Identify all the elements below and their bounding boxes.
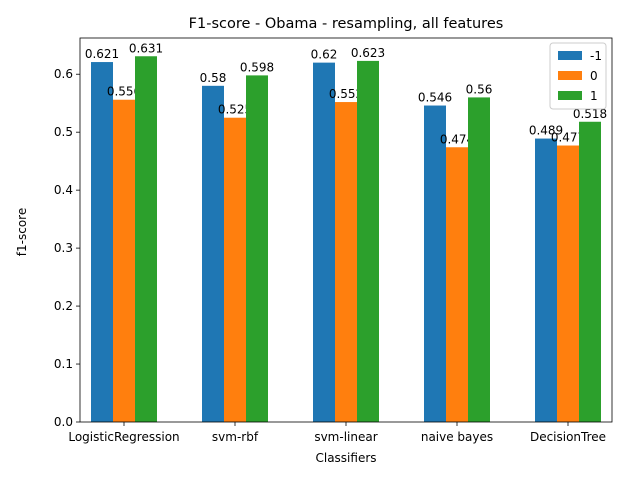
x-tick-label: svm-linear — [314, 430, 377, 444]
bar — [224, 117, 246, 422]
x-tick-label: LogisticRegression — [68, 430, 179, 444]
y-axis-label: f1-score — [15, 208, 29, 256]
bar — [357, 60, 379, 423]
bar — [446, 147, 468, 422]
bar — [246, 75, 268, 422]
chart-title: F1-score - Obama - resampling, all featu… — [189, 16, 504, 32]
x-tick-label: DecisionTree — [530, 430, 606, 444]
data-label: 0.58 — [200, 71, 227, 85]
y-tick-label: 0.3 — [54, 241, 73, 255]
bar — [202, 85, 224, 422]
y-tick-label: 0.5 — [54, 125, 73, 139]
bar — [113, 99, 135, 422]
bar — [535, 138, 557, 422]
y-tick-label: 0.0 — [54, 415, 73, 429]
bar — [468, 97, 490, 422]
bar — [579, 121, 601, 422]
data-label: 0.623 — [351, 46, 385, 60]
x-tick-label: svm-rbf — [212, 430, 259, 444]
data-label: 0.556 — [107, 85, 141, 99]
y-tick-label: 0.4 — [54, 183, 73, 197]
legend-swatch — [558, 51, 582, 60]
legend-label: -1 — [590, 49, 602, 63]
data-label: 0.631 — [129, 41, 163, 55]
legend-label: 0 — [590, 69, 598, 83]
bar — [557, 145, 579, 422]
x-axis-label: Classifiers — [315, 451, 376, 465]
legend-swatch — [558, 91, 582, 100]
y-tick-label: 0.6 — [54, 67, 73, 81]
data-label: 0.62 — [311, 48, 338, 62]
bar — [91, 62, 113, 423]
bar — [424, 105, 446, 422]
data-label: 0.525 — [218, 103, 252, 117]
axes-frame — [79, 37, 613, 423]
data-label: 0.518 — [573, 107, 607, 121]
legend-swatch — [558, 71, 582, 80]
y-tick-label: 0.1 — [54, 357, 73, 371]
bar — [335, 102, 357, 423]
legend-label: 1 — [590, 89, 598, 103]
plot-area: 0.6210.5560.631LogisticRegression0.580.5… — [54, 37, 613, 444]
data-label: 0.474 — [440, 132, 474, 146]
data-label: 0.489 — [529, 124, 563, 138]
data-label: 0.546 — [418, 91, 452, 105]
bar — [313, 62, 335, 422]
data-label: 0.598 — [240, 60, 274, 74]
data-label: 0.552 — [329, 87, 363, 101]
y-tick-label: 0.2 — [54, 299, 73, 313]
bar — [135, 56, 157, 422]
legend: -1 0 1 — [549, 42, 607, 110]
data-label: 0.621 — [85, 47, 119, 61]
x-tick-label: naive bayes — [421, 430, 493, 444]
data-label: 0.477 — [551, 131, 585, 145]
data-label: 0.56 — [466, 82, 493, 96]
